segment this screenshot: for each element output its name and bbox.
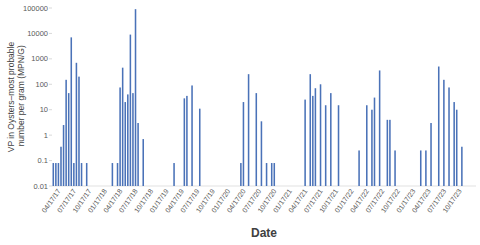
bar (312, 96, 314, 186)
bar (60, 147, 62, 186)
y-tick (49, 109, 52, 110)
bar (127, 94, 129, 186)
bar (387, 120, 389, 186)
bar (371, 110, 373, 186)
bar (137, 123, 139, 186)
bar (248, 74, 250, 186)
y-tick-label: 100000 (23, 4, 48, 13)
y-tick-label: 10000 (27, 29, 48, 38)
bar (58, 163, 60, 186)
bar (63, 125, 65, 186)
bar (309, 74, 311, 186)
bar (320, 84, 322, 186)
bar (366, 105, 368, 186)
bar (71, 37, 73, 186)
x-axis-line (52, 186, 476, 187)
bar (374, 98, 376, 186)
bar (438, 67, 440, 186)
bar (379, 70, 381, 186)
bar (243, 102, 245, 186)
y-tick-label: 100 (35, 80, 48, 89)
bar (76, 63, 78, 186)
bar (117, 163, 119, 186)
bar (132, 93, 134, 186)
y-axis-label: VP in Oysters–most probable number per g… (6, 42, 26, 153)
bar (78, 77, 80, 186)
x-tick-label: 10/17/23 (441, 187, 462, 213)
bar (256, 93, 258, 186)
bar (199, 109, 201, 186)
bar (461, 147, 463, 186)
y-tick (49, 58, 52, 59)
bar (142, 139, 144, 186)
x-axis-label: Date (251, 226, 277, 240)
y-tick-label: 0.1 (38, 156, 48, 165)
bar (65, 80, 67, 186)
bar (186, 96, 188, 186)
bar (261, 121, 263, 186)
bar (122, 68, 124, 186)
bar (191, 85, 193, 186)
bar (184, 98, 186, 186)
bar (124, 102, 126, 186)
bar (425, 150, 427, 186)
y-tick (49, 186, 52, 187)
bar (430, 123, 432, 186)
bar (420, 150, 422, 186)
bar (304, 100, 306, 186)
bar (240, 163, 242, 186)
y-tick (49, 33, 52, 34)
bar (443, 80, 445, 186)
y-tick-label: 10 (40, 105, 48, 114)
y-tick (49, 8, 52, 9)
bar (55, 163, 57, 186)
bar (112, 163, 114, 186)
bar (81, 163, 83, 186)
bar (173, 163, 175, 186)
y-tick (49, 160, 52, 161)
bar (271, 163, 273, 186)
bar (453, 102, 455, 186)
bar (119, 87, 121, 186)
y-tick (49, 84, 52, 85)
bar (325, 105, 327, 186)
bar (266, 163, 268, 186)
bar (53, 163, 55, 186)
bar (394, 150, 396, 186)
bars (53, 9, 463, 186)
bar (389, 120, 391, 186)
bar (86, 163, 88, 186)
y-tick-label: 0.01 (33, 182, 48, 191)
bar (130, 35, 132, 186)
bar (68, 93, 70, 186)
y-tick-label: 1 (44, 131, 48, 140)
y-tick-label: 1000 (31, 54, 48, 63)
bar (315, 88, 317, 186)
bar (73, 163, 75, 186)
chart: 0.010.111010010001000010000004/17/1707/1… (0, 0, 480, 245)
bar (456, 110, 458, 186)
y-tick (49, 135, 52, 136)
bar (448, 87, 450, 186)
bar (338, 105, 340, 186)
bar (135, 9, 137, 186)
bar (330, 93, 332, 186)
bar (358, 150, 360, 186)
bar (274, 163, 276, 186)
